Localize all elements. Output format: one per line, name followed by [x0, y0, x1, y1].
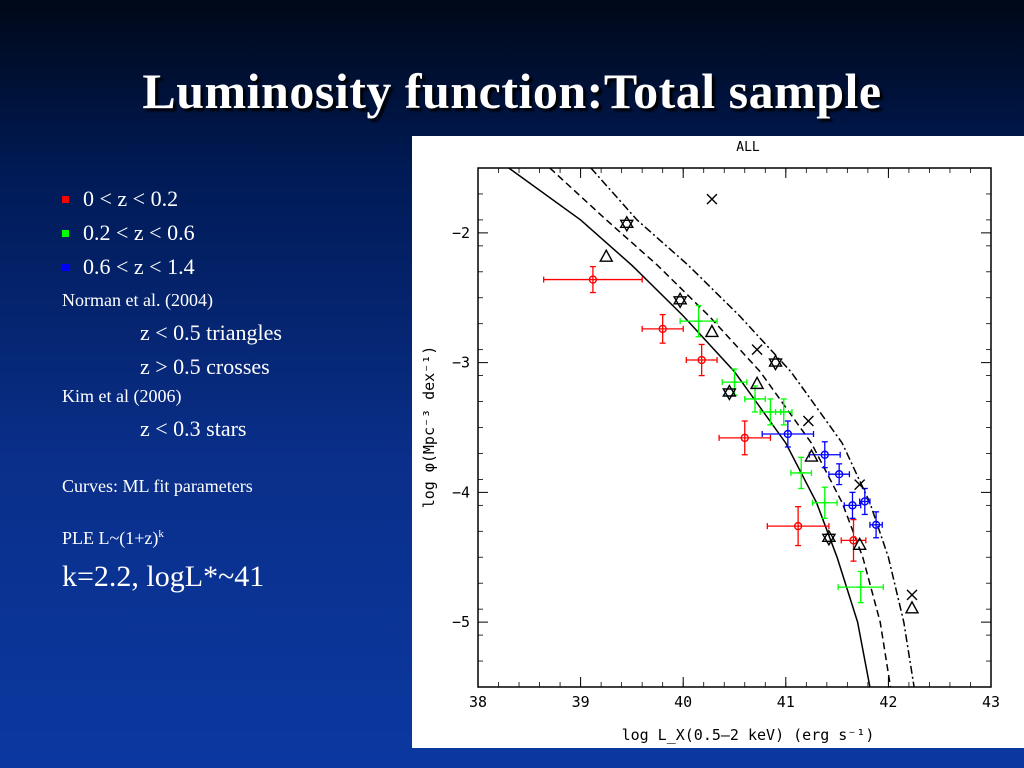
y-tick-label: −5	[452, 613, 470, 631]
redshift-bullet-list: 0 < z < 0.2 0.2 < z < 0.6 0.6 < z < 1.4	[62, 182, 195, 284]
axis-ticks: 38 39 40 41 42 43 −2 −3 −4 −5	[452, 167, 1000, 711]
star-marker	[722, 388, 737, 401]
bullet-label: 0 < z < 0.2	[83, 186, 179, 211]
bullet-label: 0.6 < z < 1.4	[83, 254, 195, 279]
x-tick-label: 41	[777, 693, 795, 711]
circle-marker	[658, 324, 667, 334]
ple-label: PLE L~(1+z)k	[62, 528, 164, 549]
circle-marker	[793, 521, 803, 531]
bullet-item-low-z: 0 < z < 0.2	[62, 182, 195, 216]
y-tick-label: −3	[452, 354, 470, 372]
circle-marker	[697, 355, 706, 365]
star-marker	[619, 215, 635, 229]
green-square-icon	[62, 229, 69, 237]
norman-triangles-note: z < 0.5 triangles	[140, 320, 282, 345]
x-marker	[854, 479, 866, 491]
triangle-marker	[904, 600, 920, 614]
bullet-item-mid-z: 0.2 < z < 0.6	[62, 216, 195, 250]
star-marker	[619, 219, 635, 233]
x-tick-label: 38	[469, 693, 487, 711]
circle-marker	[860, 497, 870, 506]
x-marker	[706, 193, 718, 205]
circle-marker	[849, 536, 858, 545]
circle-marker	[588, 275, 598, 284]
red-square-icon	[62, 195, 69, 203]
triangle-marker	[599, 248, 614, 262]
star-marker	[768, 358, 783, 372]
circle-marker	[820, 450, 829, 459]
triangle-marker	[852, 536, 867, 550]
slide-title: Luminosity function:Total sample	[142, 63, 882, 119]
x-axis-label: log L_X(0.5–2 keV) (erg s⁻¹)	[622, 726, 875, 744]
y-axis-label: log φ(Mpc⁻³ dex⁻¹)	[420, 346, 438, 509]
norman-crosses-note: z > 0.5 crosses	[140, 354, 270, 379]
x-tick-label: 39	[572, 693, 590, 711]
bullet-item-high-z: 0.6 < z < 1.4	[62, 250, 195, 284]
model-curve-solid	[508, 167, 871, 688]
star-marker	[672, 291, 688, 305]
triangle-marker	[704, 324, 720, 338]
star-marker	[821, 529, 837, 542]
fit-result: k=2.2, logL*~41	[62, 560, 265, 593]
kim-stars-note: z < 0.3 stars	[140, 416, 247, 441]
x-marker	[802, 415, 814, 427]
y-tick-label: −4	[452, 483, 470, 501]
model-curve-dashdot	[590, 167, 915, 688]
luminosity-function-chart: ALL 38 39 40 41 42 43 −2 −3 −4 −5 log L_X(0.5–2 k…	[420, 140, 1000, 744]
x-tick-label: 43	[982, 693, 1000, 711]
circle-marker	[834, 470, 844, 479]
kim-reference: Kim et al (2006)	[62, 386, 182, 406]
star-marker	[722, 384, 737, 397]
circle-marker	[783, 429, 793, 439]
star-marker	[821, 533, 837, 547]
ple-text: PLE L~(1+z)	[62, 528, 159, 548]
circle-marker	[740, 433, 749, 443]
norman-reference: Norman et al. (2004)	[62, 290, 213, 310]
curves-note: Curves: ML fit parameters	[62, 476, 253, 496]
blue-square-icon	[62, 263, 69, 271]
luminosity-function-figure: ALL 38 39 40 41 42 43 −2 −3 −4 −5 log L_X(0.5–2 k…	[412, 136, 1024, 748]
star-marker	[768, 354, 783, 367]
bullet-label: 0.2 < z < 0.6	[83, 220, 195, 245]
data-points	[543, 193, 920, 614]
plot-frame	[477, 167, 992, 688]
model-curve-dashed	[549, 167, 892, 688]
model-curves	[508, 167, 915, 688]
triangle-marker	[804, 448, 819, 462]
chart-title: ALL	[736, 140, 760, 155]
x-marker	[906, 589, 918, 601]
circle-marker	[848, 501, 857, 510]
star-marker	[672, 296, 688, 309]
triangle-marker	[749, 375, 765, 390]
ple-exponent: k	[158, 528, 164, 540]
x-marker	[751, 344, 763, 356]
y-tick-label: −2	[452, 224, 470, 242]
circle-marker	[871, 520, 881, 530]
x-tick-label: 42	[879, 693, 897, 711]
x-tick-label: 40	[674, 693, 692, 711]
